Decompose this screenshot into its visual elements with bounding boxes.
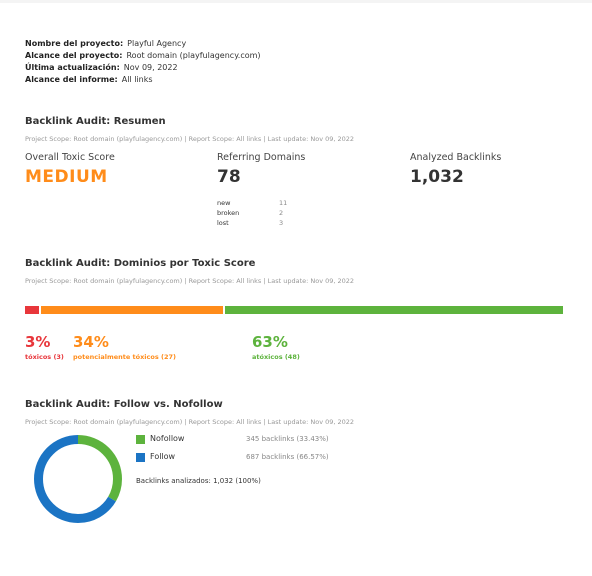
non-toxic-bar-segment xyxy=(225,306,563,314)
analyzed-backlinks-label: Analyzed Backlinks xyxy=(410,152,502,163)
referring-breakdown: new 11 broken 2 lost 3 xyxy=(217,198,287,228)
follow-title: Backlink Audit: Follow vs. Nofollow xyxy=(25,399,223,410)
top-divider xyxy=(0,0,592,3)
toxic-count: tóxicos (3) xyxy=(25,353,64,361)
project-scope-label: Alcance del proyecto: xyxy=(25,51,123,60)
potentially-toxic-count: potencialmente tóxicos (27) xyxy=(73,353,176,361)
breakdown-value: 3 xyxy=(279,219,284,227)
last-update-row: Última actualización: Nov 09, 2022 xyxy=(25,62,261,74)
potentially-toxic-percent: 34% xyxy=(73,333,109,351)
breakdown-label: lost xyxy=(217,219,229,227)
project-meta: Nombre del proyecto: Playful Agency Alcan… xyxy=(25,38,261,86)
project-name-label: Nombre del proyecto: xyxy=(25,39,124,48)
potentially-toxic-bar-segment xyxy=(41,306,223,314)
project-name-value: Playful Agency xyxy=(127,39,187,48)
toxic-score-title: Backlink Audit: Dominios por Toxic Score xyxy=(25,258,256,269)
summary-title: Backlink Audit: Resumen xyxy=(25,116,166,127)
summary-scope: Project Scope: Root domain (playfulagenc… xyxy=(25,135,355,143)
project-scope-row: Alcance del proyecto: Root domain (playfu… xyxy=(25,50,261,62)
report-scope-row: Alcance del informe: All links xyxy=(25,74,261,86)
project-scope-value: Root domain (playfulagency.com) xyxy=(126,51,261,60)
analyzed-total: Backlinks analizados: 1,032 (100%) xyxy=(136,477,261,485)
nofollow-legend-label: Nofollow xyxy=(150,434,185,443)
referring-domains-value: 78 xyxy=(217,167,241,187)
breakdown-row: broken 2 xyxy=(217,208,287,218)
non-toxic-percent: 63% xyxy=(252,333,288,351)
last-update-value: Nov 09, 2022 xyxy=(123,63,178,72)
breakdown-value: 11 xyxy=(279,199,288,207)
report-scope-label: Alcance del informe: xyxy=(25,75,118,84)
breakdown-label: broken xyxy=(217,209,240,217)
follow-legend-label: Follow xyxy=(150,452,176,461)
toxic-bar-segment xyxy=(25,306,39,314)
follow-scope: Project Scope: Root domain (playfulagenc… xyxy=(25,418,355,426)
follow-legend-swatch xyxy=(136,453,145,462)
breakdown-value: 2 xyxy=(279,209,284,217)
toxic-score-scope: Project Scope: Root domain (playfulagenc… xyxy=(25,277,355,285)
non-toxic-count: atóxicos (48) xyxy=(252,353,300,361)
project-name-row: Nombre del proyecto: Playful Agency xyxy=(25,38,261,50)
report-scope-value: All links xyxy=(121,75,153,84)
breakdown-label: new xyxy=(217,199,231,207)
toxic-percent: 3% xyxy=(25,333,51,351)
follow-donut-chart xyxy=(34,435,122,523)
toxic-score-label: Overall Toxic Score xyxy=(25,152,115,163)
breakdown-row: lost 3 xyxy=(217,218,287,228)
nofollow-legend-value: 345 backlinks (33.43%) xyxy=(246,435,329,443)
nofollow-legend-swatch xyxy=(136,435,145,444)
toxic-score-value: MEDIUM xyxy=(25,167,108,187)
breakdown-row: new 11 xyxy=(217,198,287,208)
follow-arc xyxy=(34,435,122,523)
analyzed-backlinks-value: 1,032 xyxy=(410,167,464,187)
last-update-label: Última actualización: xyxy=(25,63,120,72)
referring-domains-label: Referring Domains xyxy=(217,152,306,163)
follow-legend-value: 687 backlinks (66.57%) xyxy=(246,453,329,461)
